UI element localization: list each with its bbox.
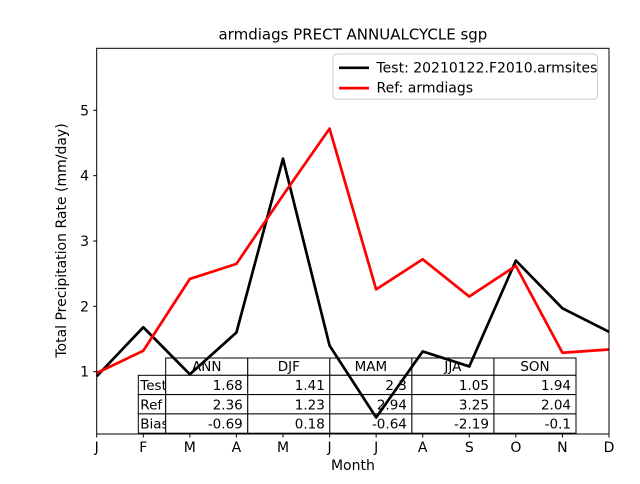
table-value: 1.94 (541, 378, 571, 394)
table-header-label: SON (520, 359, 549, 375)
table-value: 1.23 (295, 397, 325, 413)
table-value: 0.18 (295, 417, 325, 433)
table-value: 1.41 (295, 378, 325, 394)
x-tick-label: N (557, 440, 567, 456)
legend-test-label: Test: 20210122.F2010.armsites (376, 60, 598, 76)
x-tick-label: J (326, 440, 331, 456)
x-tick-label: A (418, 440, 428, 456)
x-tick-label: M (184, 440, 196, 456)
table-value: 2.36 (213, 397, 243, 413)
y-tick-label: 2 (80, 299, 89, 315)
table-value: -0.69 (208, 417, 243, 433)
y-tick-label: 4 (80, 169, 89, 185)
x-tick-label: M (277, 440, 289, 456)
y-tick-label: 1 (80, 365, 89, 381)
y-tick-label: 5 (80, 103, 89, 119)
chart-title: armdiags PRECT ANNUALCYCLE sgp (218, 26, 487, 44)
x-tick-label: F (139, 440, 147, 456)
table-value: 2.04 (541, 397, 571, 413)
table-row-label: Bias (140, 417, 168, 433)
table-value: -0.64 (372, 417, 407, 433)
legend-box (332, 53, 598, 100)
table-value: 1.68 (213, 378, 243, 394)
y-tick-label: 3 (80, 234, 89, 250)
table-value: 2.94 (377, 397, 407, 413)
table-value-cell (493, 413, 577, 434)
table-value: -0.1 (545, 417, 571, 433)
table-row-label: Test (139, 378, 167, 394)
data-lines (95, 127, 610, 419)
table-header-label: ANN (192, 359, 221, 375)
x-axis-label: Month (331, 458, 375, 474)
x-tick-label: A (232, 440, 242, 456)
x-tick-label: J (373, 440, 378, 456)
ref-series-line (96, 127, 610, 375)
plot-border (96, 47, 610, 435)
table-value: 3.25 (459, 397, 489, 413)
x-tick-label: S (465, 440, 474, 456)
y-axis-label: Total Precipitation Rate (mm/day) (54, 123, 70, 358)
legend: Test: 20210122.F2010.armsites Ref: armdi… (332, 53, 598, 100)
table-row-label: Ref (140, 397, 163, 413)
legend-ref-label: Ref: armdiags (377, 81, 474, 97)
x-tick-label: J (94, 440, 99, 456)
x-tick-label: D (604, 440, 615, 456)
table-value: 1.05 (459, 378, 489, 394)
table-header-label: DJF (278, 359, 300, 375)
table-header-label: MAM (355, 359, 388, 375)
x-tick-label: O (510, 440, 521, 456)
test-series-line (95, 157, 610, 419)
table-value: -2.19 (454, 417, 489, 433)
